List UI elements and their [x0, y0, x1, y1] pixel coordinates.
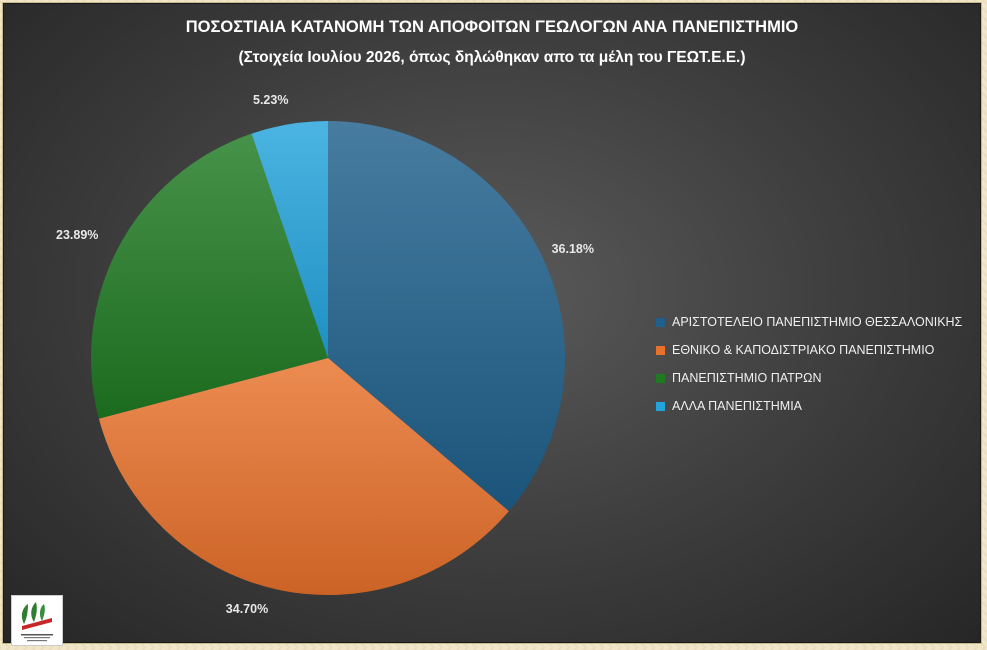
legend-swatch — [656, 345, 665, 355]
legend-item: ΕΘΝΙΚΟ & ΚΑΠΟΔΙΣΤΡΙΑΚΟ ΠΑΝΕΠΙΣΤΗΜΙΟ — [656, 336, 962, 364]
pie-chart: 36.18% 34.70% 23.89% 5.23% — [56, 93, 594, 616]
chart-title: ΠΟΣΟΣΤΙΑΙΑ ΚΑΤΑΝΟΜΗ ΤΩΝ ΑΠΟΦΟΙΤΩΝ ΓΕΩΛΟΓ… — [185, 18, 799, 36]
legend-swatch — [656, 373, 665, 383]
pie-slice — [98, 358, 509, 595]
pie-slice — [328, 120, 566, 512]
chart-area: ΠΟΣΟΣΤΙΑΙΑ ΚΑΤΑΝΟΜΗ ΤΩΝ ΑΠΟΦΟΙΤΩΝ ΓΕΩΛΟΓ… — [3, 3, 981, 646]
organization-logo — [11, 595, 63, 646]
legend-label: ΕΘΝΙΚΟ & ΚΑΠΟΔΙΣΤΡΙΑΚΟ ΠΑΝΕΠΙΣΤΗΜΙΟ — [672, 343, 935, 357]
legend-label: ΑΡΙΣΤΟΤΕΛΕΙΟ ΠΑΝΕΠΙΣΤΗΜΙΟ ΘΕΣΣΑΛΟΝΙΚΗΣ — [672, 315, 963, 329]
legend-label: ΠΑΝΕΠΙΣΤΗΜΙΟ ΠΑΤΡΩΝ — [672, 371, 822, 385]
legend-item: ΑΡΙΣΤΟΤΕΛΕΙΟ ΠΑΝΕΠΙΣΤΗΜΙΟ ΘΕΣΣΑΛΟΝΙΚΗΣ — [656, 308, 962, 336]
legend-item: ΑΛΛΑ ΠΑΝΕΠΙΣΤΗΜΙΑ — [656, 392, 962, 420]
pie-slice — [251, 121, 328, 358]
pie-slice — [91, 133, 328, 419]
legend-swatch — [656, 317, 665, 327]
slice-data-label: 23.89% — [56, 228, 98, 242]
legend-item: ΠΑΝΕΠΙΣΤΗΜΙΟ ΠΑΤΡΩΝ — [656, 364, 962, 392]
slice-data-label: 34.70% — [226, 602, 268, 616]
slice-data-label: 5.23% — [253, 93, 288, 107]
slice-data-label: 36.18% — [552, 242, 594, 256]
legend-label: ΑΛΛΑ ΠΑΝΕΠΙΣΤΗΜΙΑ — [672, 399, 802, 413]
legend-swatch — [656, 401, 665, 411]
chart-legend: ΑΡΙΣΤΟΤΕΛΕΙΟ ΠΑΝΕΠΙΣΤΗΜΙΟ ΘΕΣΣΑΛΟΝΙΚΗΣ ΕΘ… — [656, 308, 962, 420]
chart-subtitle: (Στοιχεία Ιουλίου 2026, όπως δηλώθηκαν α… — [238, 49, 746, 66]
